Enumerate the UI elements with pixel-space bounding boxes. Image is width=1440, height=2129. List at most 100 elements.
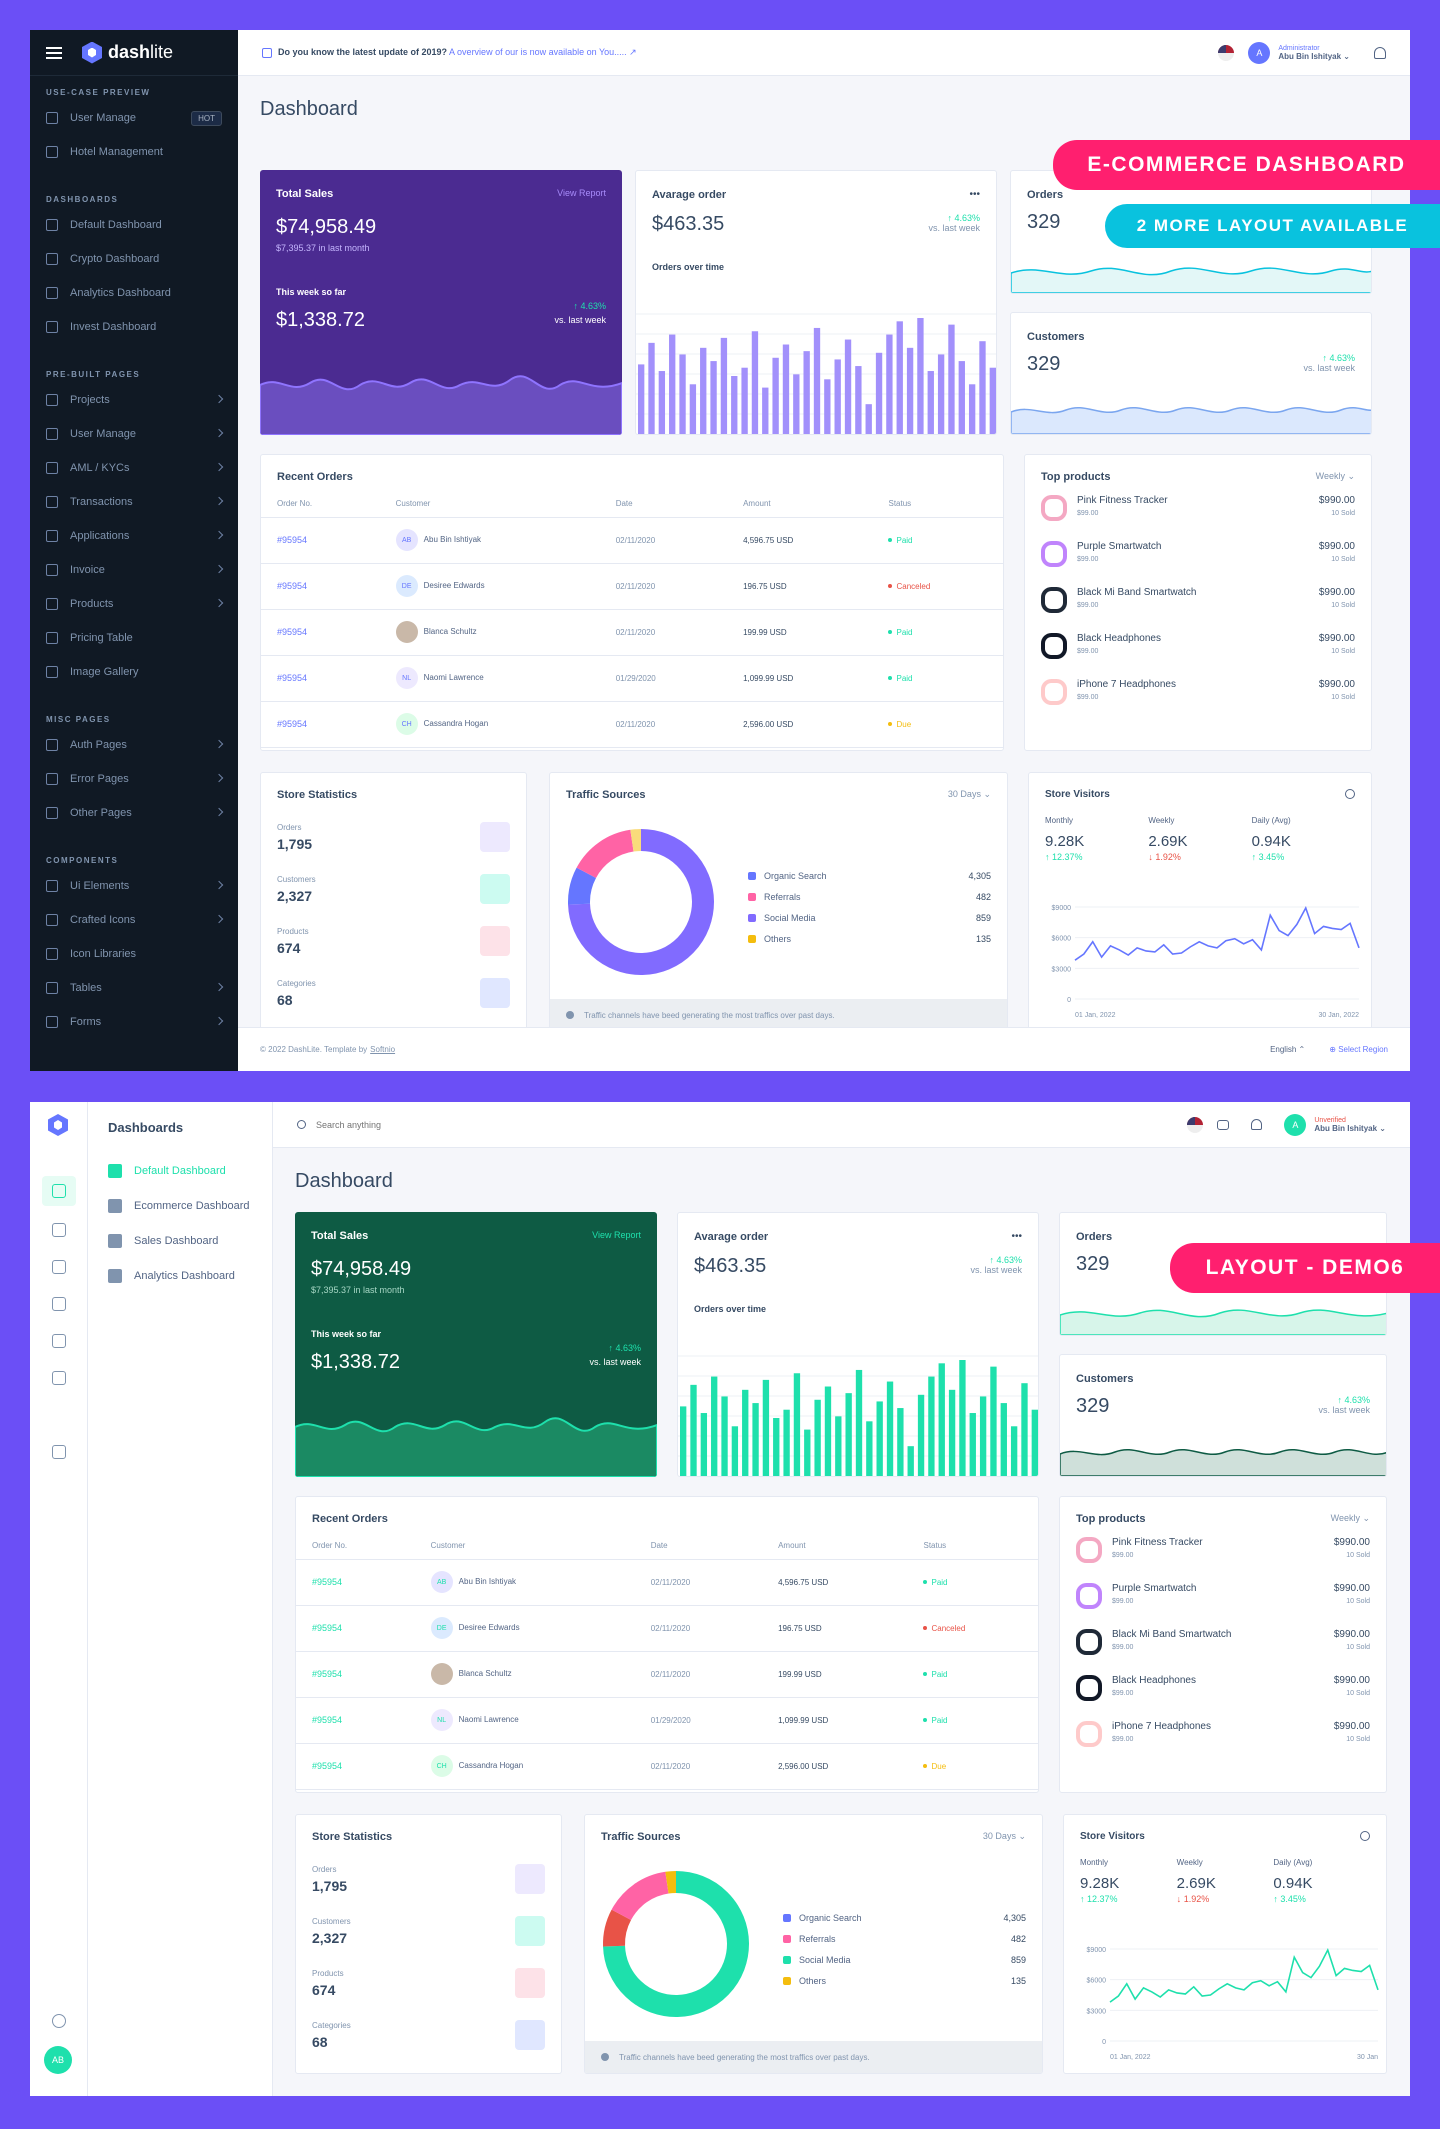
sidebar-item-crypto-dashboard[interactable]: Crypto Dashboard	[30, 242, 238, 276]
weekly-filter[interactable]: Weekly ⌄	[1315, 471, 1355, 481]
product-item[interactable]: Black Headphones $99.00 $990.00 10 Sold	[1060, 1675, 1386, 1721]
product-item[interactable]: iPhone 7 Headphones $99.00 $990.00 10 Sold	[1060, 1721, 1386, 1767]
order-number-link[interactable]: #95954	[261, 655, 380, 702]
server-icon[interactable]	[52, 1334, 66, 1348]
bar	[865, 404, 872, 434]
sidebar-item-other-pages[interactable]: Other Pages	[30, 796, 238, 830]
sidebar-item-user-manage[interactable]: User Manage	[30, 417, 238, 451]
plus-icon[interactable]	[52, 1223, 66, 1237]
sidebar-item-ui-elements[interactable]: Ui Elements	[30, 869, 238, 903]
product-item[interactable]: Black Headphones $99.00 $990.00 10 Sold	[1025, 633, 1371, 679]
brand-logo[interactable]: dashlite	[108, 42, 174, 62]
avatar[interactable]: A	[1248, 41, 1271, 64]
order-number-link[interactable]: #95954	[296, 1605, 415, 1652]
days-filter[interactable]: 30 Days ⌄	[982, 1831, 1026, 1841]
sidebar-item-aml-kycs[interactable]: AML / KYCs	[30, 451, 238, 485]
logo-icon[interactable]	[48, 1114, 68, 1136]
product-item[interactable]: Black Mi Band Smartwatch $99.00 $990.00 10 …	[1060, 1629, 1386, 1675]
sidebar-item-user-manage[interactable]: User Manage HOT	[30, 101, 238, 135]
days-filter[interactable]: 30 Days ⌄	[947, 789, 991, 799]
more-options-icon[interactable]: •••	[1011, 1231, 1022, 1242]
layers-icon[interactable]	[52, 1445, 66, 1459]
sidebar-item-error-pages[interactable]: Error Pages	[30, 762, 238, 796]
sidebar-item-hotel-management[interactable]: Hotel Management	[30, 135, 238, 169]
sidebar-item-tables[interactable]: Tables	[30, 971, 238, 1005]
table-row[interactable]: #95954 Blanca Schultz 02/11/2020 199.99 USD…	[296, 1651, 1038, 1698]
order-amount: 196.75 USD	[762, 1605, 908, 1652]
sidebar-item-icon-libraries[interactable]: Icon Libraries	[30, 937, 238, 971]
chat-icon[interactable]	[1217, 1119, 1230, 1130]
table-row[interactable]: #95954 Blanca Schultz 02/11/2020 199.99 USD…	[261, 609, 1003, 656]
region-select[interactable]: ⊕ Select Region	[1329, 1045, 1388, 1054]
sidebar-section-heading: MISC PAGES	[46, 715, 111, 724]
softnio-link[interactable]: Softnio	[370, 1045, 396, 1054]
menu-item-analytics-dashboard[interactable]: Analytics Dashboard	[88, 1258, 272, 1293]
sidebar-item-crafted-icons[interactable]: Crafted Icons	[30, 903, 238, 937]
sidebar-item-transactions[interactable]: Transactions	[30, 485, 238, 519]
product-item[interactable]: Pink Fitness Tracker $99.00 $990.00 10 Sold	[1025, 495, 1371, 541]
search-input[interactable]	[316, 1119, 433, 1130]
avatar[interactable]: A	[1284, 1113, 1307, 1136]
product-item[interactable]: Purple Smartwatch $99.00 $990.00 10 Sold	[1060, 1583, 1386, 1629]
sidebar-item-projects[interactable]: Projects	[30, 383, 238, 417]
user-menu[interactable]: Administrator Abu Bin Ishityak ⌄	[1278, 44, 1350, 61]
product-item[interactable]: Purple Smartwatch $99.00 $990.00 10 Sold	[1025, 541, 1371, 587]
more-options-icon[interactable]: •••	[969, 189, 980, 200]
settings-icon[interactable]	[52, 2014, 66, 2028]
product-item[interactable]: iPhone 7 Headphones $99.00 $990.00 10 Sold	[1025, 679, 1371, 725]
chevron-right-icon	[214, 807, 224, 817]
table-row[interactable]: #95954 DE Desiree Edwards 02/11/2020 196.75 …	[261, 563, 1003, 610]
order-number-link[interactable]: #95954	[261, 563, 380, 610]
sidebar-item-applications[interactable]: Applications	[30, 519, 238, 553]
sidebar-item-forms[interactable]: Forms	[30, 1005, 238, 1039]
order-number-link[interactable]: #95954	[261, 517, 380, 564]
news-ticker[interactable]: Do you know the latest update of 2019? A…	[278, 47, 637, 57]
sidebar-item-default-dashboard[interactable]: Default Dashboard	[30, 208, 238, 242]
grid-icon[interactable]	[52, 1260, 66, 1274]
help-icon[interactable]	[1345, 789, 1355, 799]
view-report-link[interactable]: View Report	[557, 188, 606, 198]
menu-item-default-dashboard[interactable]: Default Dashboard	[88, 1153, 272, 1188]
bell-icon[interactable]	[1374, 46, 1386, 59]
view-report-link[interactable]: View Report	[592, 1230, 641, 1240]
language-flag-icon[interactable]	[1218, 44, 1235, 61]
sidebar-item-products[interactable]: Products	[30, 587, 238, 621]
order-number-link[interactable]: #95954	[296, 1697, 415, 1744]
table-row[interactable]: #95954 DE Desiree Edwards 02/11/2020 196.75 …	[296, 1605, 1038, 1652]
order-number-link[interactable]: #95954	[261, 609, 380, 656]
help-icon[interactable]	[1360, 1831, 1370, 1841]
language-flag-icon[interactable]	[1187, 1116, 1204, 1133]
sidebar-item-auth-pages[interactable]: Auth Pages	[30, 728, 238, 762]
alert-icon[interactable]	[52, 1371, 66, 1385]
sidebar-item-label: Analytics Dashboard	[70, 287, 171, 299]
table-row[interactable]: #95954 CH Cassandra Hogan 02/11/2020 2,596.0…	[296, 1743, 1038, 1790]
table-row[interactable]: #95954 CH Cassandra Hogan 02/11/2020 2,596.0…	[261, 701, 1003, 748]
sidebar-item-pricing-table[interactable]: Pricing Table	[30, 621, 238, 655]
table-row[interactable]: #95954 NL Naomi Lawrence 01/29/2020 1,099.99…	[296, 1697, 1038, 1744]
apps-icon[interactable]	[52, 1297, 66, 1311]
weekly-filter[interactable]: Weekly ⌄	[1330, 1513, 1370, 1523]
language-select[interactable]: English ⌃	[1270, 1045, 1306, 1054]
total-sales-card: Total Sales View Report $74,958.49 $7,395…	[295, 1212, 657, 1477]
sidebar-item-invest-dashboard[interactable]: Invest Dashboard	[30, 310, 238, 344]
menu-icon	[46, 666, 58, 678]
link-icon[interactable]	[42, 1176, 76, 1206]
order-number-link[interactable]: #95954	[261, 701, 380, 748]
menu-item-ecommerce-dashboard[interactable]: Ecommerce Dashboard	[88, 1188, 272, 1223]
sidebar-item-analytics-dashboard[interactable]: Analytics Dashboard	[30, 276, 238, 310]
menu-item-sales-dashboard[interactable]: Sales Dashboard	[88, 1223, 272, 1258]
order-number-link[interactable]: #95954	[296, 1559, 415, 1606]
order-number-link[interactable]: #95954	[296, 1651, 415, 1698]
table-row[interactable]: #95954 NL Naomi Lawrence 01/29/2020 1,099.99…	[261, 655, 1003, 702]
bell-icon[interactable]	[1251, 1119, 1263, 1130]
product-item[interactable]: Black Mi Band Smartwatch $99.00 $990.00 10 …	[1025, 587, 1371, 633]
table-row[interactable]: #95954 AB Abu Bin Ishtiyak 02/11/2020 4,596.…	[296, 1559, 1038, 1606]
user-avatar[interactable]: AB	[44, 2046, 72, 2074]
product-item[interactable]: Pink Fitness Tracker $99.00 $990.00 10 Sold	[1060, 1537, 1386, 1583]
user-menu[interactable]: Unverified Abu Bin Ishityak ⌄	[1314, 1116, 1386, 1133]
order-number-link[interactable]: #95954	[296, 1743, 415, 1790]
table-row[interactable]: #95954 AB Abu Bin Ishtiyak 02/11/2020 4,596.…	[261, 517, 1003, 564]
sidebar-item-image-gallery[interactable]: Image Gallery	[30, 655, 238, 689]
menu-toggle-icon[interactable]	[46, 46, 62, 59]
sidebar-item-invoice[interactable]: Invoice	[30, 553, 238, 587]
